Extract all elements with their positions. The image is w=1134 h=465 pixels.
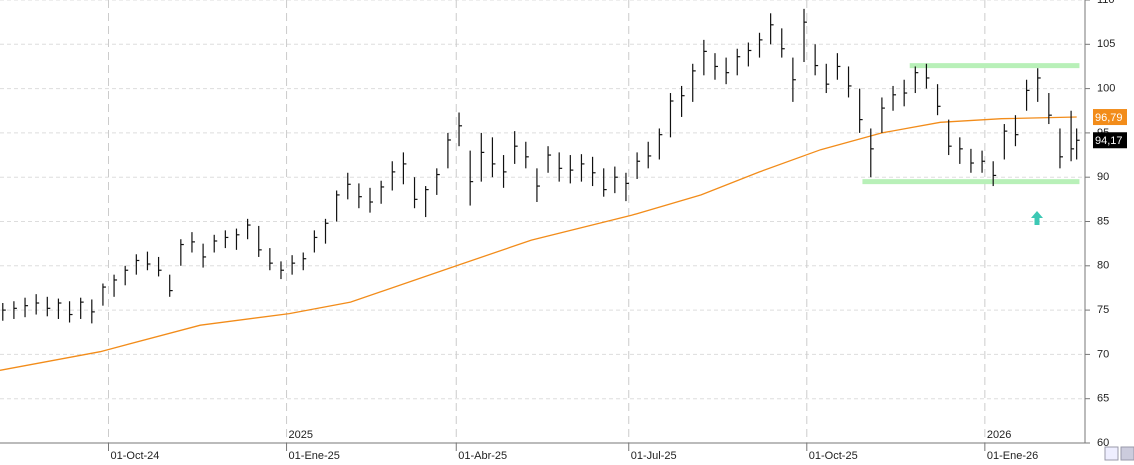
x-tick-label: 01-Abr-25 [458, 450, 507, 462]
y-tick-label: 110 [1097, 0, 1115, 6]
y-axis-panel [1085, 0, 1134, 443]
arrow-up [1031, 211, 1043, 225]
grid [0, 0, 1085, 444]
plot [0, 8, 1080, 371]
axes: 606570758085909510010511001-Oct-2401-Ene… [108, 0, 1127, 462]
x-tick-label: 01-Ene-25 [289, 450, 340, 462]
year-label: 2025 [289, 429, 313, 441]
price-label-box [1093, 132, 1127, 149]
moving-average [0, 116, 1077, 371]
x-tick-label: 01-Oct-25 [809, 450, 858, 462]
price-label: 96,79 [1095, 112, 1123, 124]
y-tick-label: 80 [1097, 260, 1109, 272]
price-label: 94,17 [1095, 135, 1123, 147]
x-tick-label: 01-Ene-26 [987, 450, 1038, 462]
y-tick-label: 105 [1097, 38, 1115, 50]
x-tick-label: 01-Jul-25 [631, 450, 677, 462]
toolbar-button[interactable] [1104, 446, 1119, 461]
toolbar-button[interactable] [1120, 446, 1134, 461]
y-tick-label: 75 [1097, 304, 1109, 316]
x-tick-label: 01-Oct-24 [111, 450, 160, 462]
year-label: 2026 [987, 429, 1011, 441]
y-tick-label: 60 [1097, 437, 1109, 449]
y-tick-label: 70 [1097, 348, 1109, 360]
price-label-box [1093, 109, 1127, 126]
x-axis-panel [0, 443, 1134, 465]
y-tick-label: 100 [1097, 83, 1115, 95]
y-tick-label: 65 [1097, 393, 1109, 405]
y-tick-label: 85 [1097, 215, 1109, 227]
y-tick-label: 90 [1097, 171, 1109, 183]
